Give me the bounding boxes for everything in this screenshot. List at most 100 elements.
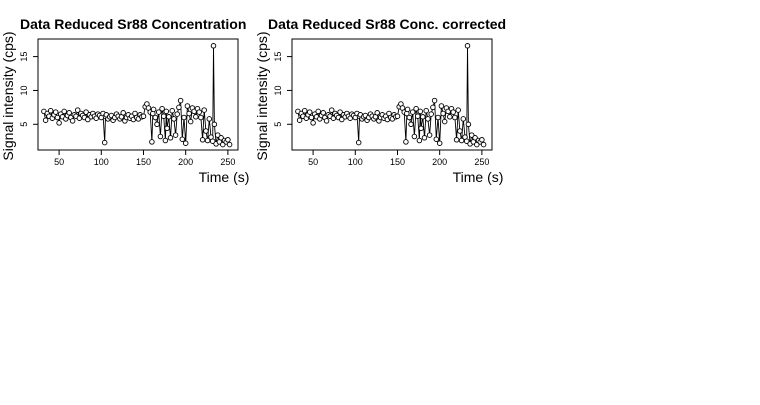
data-point	[61, 108, 67, 115]
data-point	[174, 111, 180, 117]
data-point	[425, 116, 431, 122]
series-line	[43, 45, 231, 147]
data-point	[447, 114, 453, 120]
y-axis-label: Signal intensity (cps)	[0, 31, 16, 160]
data-point	[436, 140, 443, 146]
data-point	[184, 103, 191, 109]
data-point	[301, 107, 308, 114]
data-point	[420, 114, 426, 120]
data-point	[176, 104, 182, 111]
x-tick-label: 150	[136, 157, 151, 167]
data-point	[199, 137, 206, 143]
data-point	[54, 114, 61, 121]
data-series	[295, 43, 487, 148]
data-point	[186, 110, 192, 117]
data-point	[320, 110, 326, 116]
data-point	[428, 111, 434, 117]
data-point	[374, 110, 380, 116]
data-point	[403, 139, 409, 145]
data-point	[465, 121, 472, 128]
data-point	[150, 106, 157, 113]
x-tick-label: 250	[220, 157, 235, 167]
data-point	[187, 118, 194, 125]
x-axis-label: Time (s)	[199, 169, 250, 185]
data-point	[431, 97, 438, 104]
data-point	[169, 107, 175, 114]
data-point	[171, 116, 177, 122]
data-point	[204, 137, 211, 144]
data-point	[417, 108, 424, 115]
data-point	[433, 136, 440, 142]
data-point	[160, 113, 167, 119]
y-tick-label: 5	[273, 122, 283, 127]
data-point	[308, 114, 315, 121]
data-point	[226, 141, 233, 148]
data-point	[416, 137, 423, 144]
data-point	[464, 43, 471, 49]
x-axis-label: Time (s)	[453, 169, 504, 185]
x-tick-label: 100	[94, 157, 109, 167]
data-point	[42, 117, 49, 123]
data-point	[426, 132, 433, 138]
data-point	[413, 105, 419, 112]
x-tick-label: 150	[390, 157, 405, 167]
chart-panel-concentration: Data Reduced Sr88 Concentration Signal i…	[0, 16, 249, 185]
series-line	[297, 45, 485, 147]
data-point	[394, 113, 401, 119]
data-point	[435, 114, 441, 121]
data-point	[460, 116, 467, 122]
x-tick-label: 50	[54, 157, 64, 167]
data-point	[69, 118, 76, 124]
x-tick-label: 200	[178, 157, 193, 167]
data-point	[182, 140, 189, 146]
data-point	[404, 106, 411, 113]
data-point	[149, 139, 155, 145]
data-point	[154, 121, 160, 128]
data-point	[198, 114, 204, 121]
data-point	[414, 113, 421, 119]
y-axis: 5 10 15	[273, 52, 292, 127]
data-point	[406, 114, 413, 121]
data-point	[455, 107, 461, 113]
x-tick-label: 250	[474, 157, 489, 167]
data-point	[163, 108, 170, 115]
data-point	[164, 125, 170, 132]
data-point	[296, 117, 303, 123]
data-point	[453, 137, 460, 143]
data-point	[210, 43, 217, 49]
data-point	[315, 108, 321, 115]
data-point	[159, 105, 165, 112]
data-point	[167, 135, 174, 141]
data-point	[480, 141, 487, 148]
data-point	[157, 133, 164, 140]
data-point	[441, 118, 448, 125]
y-axis-label: Signal intensity (cps)	[254, 31, 270, 160]
data-point	[323, 118, 330, 124]
data-point	[206, 116, 213, 122]
data-point	[310, 120, 316, 126]
chart-panel-corrected: Data Reduced Sr88 Conc. corrected Signal…	[254, 16, 506, 185]
data-point	[140, 113, 147, 119]
y-tick-label: 10	[273, 85, 283, 95]
data-point	[47, 107, 54, 114]
data-point	[458, 137, 465, 144]
data-point	[155, 109, 162, 115]
data-point	[201, 107, 207, 113]
data-point	[101, 139, 108, 146]
chart-title: Data Reduced Sr88 Conc. corrected	[268, 16, 506, 32]
data-point	[450, 109, 456, 115]
data-point	[120, 110, 126, 116]
data-point	[193, 114, 199, 120]
data-point	[418, 125, 424, 132]
data-point	[430, 104, 436, 111]
data-point	[306, 109, 313, 115]
data-point	[328, 107, 335, 113]
data-point	[211, 121, 218, 128]
y-tick-label: 15	[273, 52, 283, 62]
data-series	[41, 43, 233, 148]
data-point	[52, 109, 59, 115]
data-point	[421, 135, 428, 141]
data-point	[452, 114, 458, 121]
data-point	[409, 109, 416, 115]
